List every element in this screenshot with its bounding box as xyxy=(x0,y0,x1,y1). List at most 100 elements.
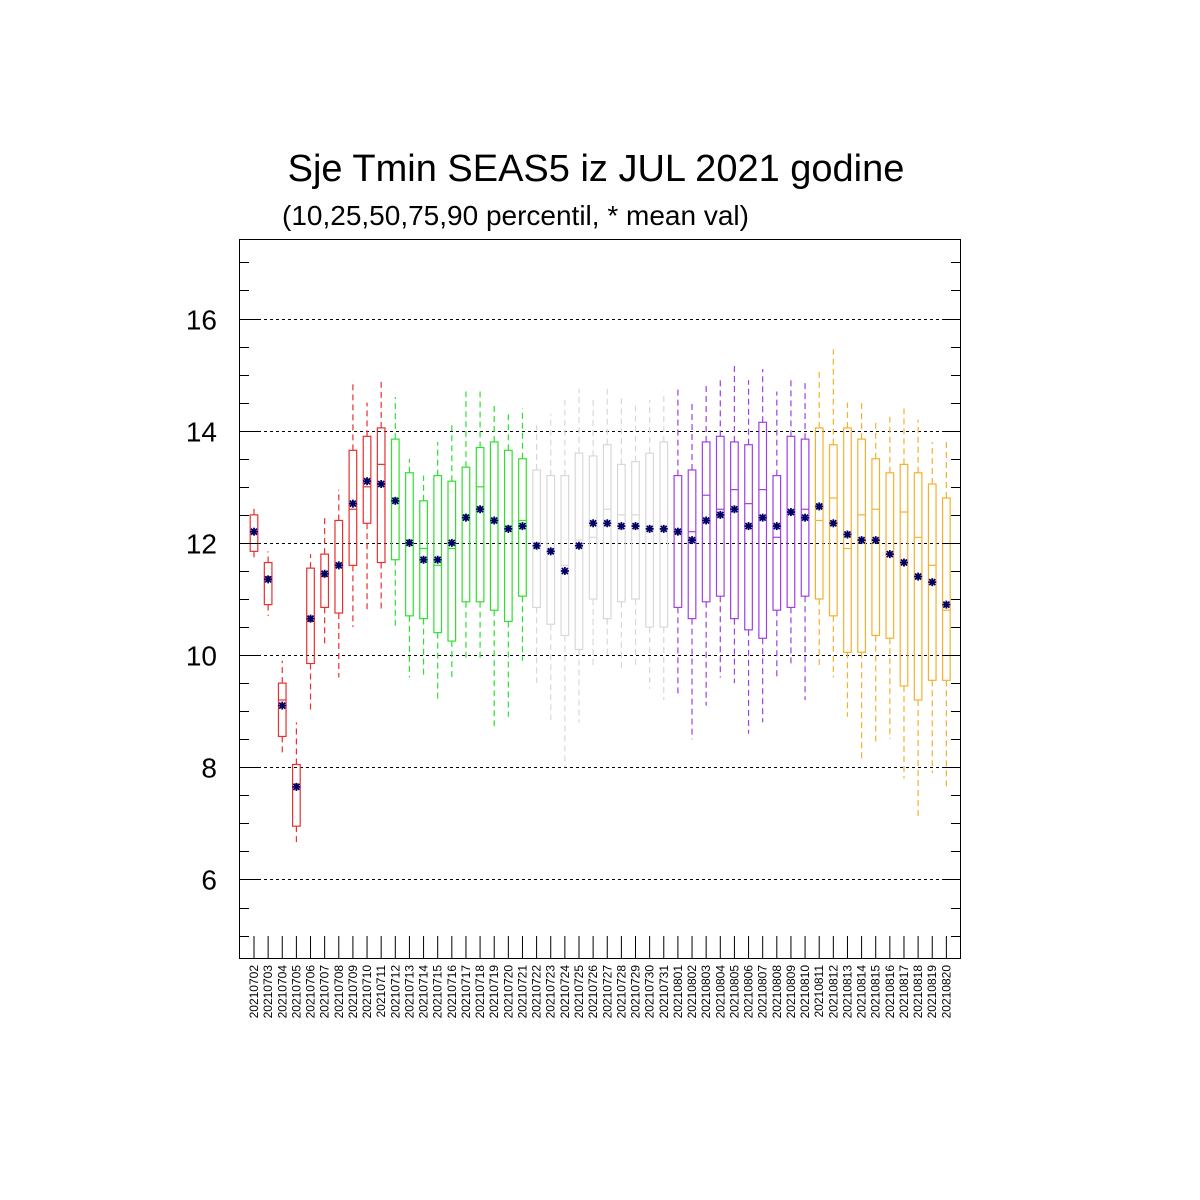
x-tick-label: 20210820 xyxy=(939,965,953,1019)
box-20210713 xyxy=(405,458,414,678)
x-tick-label: 20210718 xyxy=(473,965,487,1019)
mean-marker-20210806 xyxy=(744,522,753,531)
box-20210803 xyxy=(701,383,711,706)
mean-marker-20210715 xyxy=(433,555,442,564)
mean-marker-20210710 xyxy=(363,477,372,486)
box-iqr xyxy=(828,444,838,617)
x-tick-label: 20210728 xyxy=(614,965,628,1019)
x-tick-label: 20210802 xyxy=(685,965,699,1019)
box-20210815 xyxy=(871,419,881,745)
x-tick-label: 20210729 xyxy=(629,965,643,1019)
box-iqr xyxy=(475,446,485,603)
x-tick-label: 20210714 xyxy=(417,965,431,1019)
x-tick-label: 20210722 xyxy=(530,965,544,1019)
x-tick-label: 20210815 xyxy=(869,965,883,1019)
box-20210813 xyxy=(843,402,852,717)
y-tick-label: 12 xyxy=(186,529,217,560)
mean-markers xyxy=(250,477,951,791)
box-iqr xyxy=(334,519,344,614)
box-20210820 xyxy=(941,441,951,790)
box-20210817 xyxy=(899,408,909,779)
x-tick-label: 20210807 xyxy=(756,965,770,1019)
box-iqr xyxy=(461,466,471,603)
x-tick-label: 20210814 xyxy=(855,965,869,1019)
x-tick-label: 20210804 xyxy=(713,965,727,1019)
box-20210814 xyxy=(857,402,866,762)
box-20210707 xyxy=(320,514,330,644)
x-tick-label: 20210816 xyxy=(883,965,897,1019)
mean-marker-20210704 xyxy=(278,701,287,710)
box-iqr xyxy=(744,444,753,631)
box-20210720 xyxy=(503,413,513,717)
mean-marker-20210702 xyxy=(250,527,258,536)
box-iqr xyxy=(871,458,881,637)
y-tick-label: 14 xyxy=(186,417,217,448)
box-iqr xyxy=(376,427,386,564)
mean-marker-20210808 xyxy=(772,522,781,531)
x-tick-label: 20210708 xyxy=(332,965,346,1019)
x-tick-label: 20210712 xyxy=(388,965,402,1019)
box-20210730 xyxy=(645,399,655,689)
x-tick-label: 20210810 xyxy=(798,965,812,1019)
box-20210724 xyxy=(560,399,570,768)
box-iqr xyxy=(758,421,768,639)
box-iqr xyxy=(447,480,457,642)
box-iqr xyxy=(701,441,711,603)
y-tick-label: 6 xyxy=(201,865,217,896)
mean-marker-20210803 xyxy=(702,516,711,525)
mean-marker-20210720 xyxy=(504,524,513,533)
box-iqr xyxy=(602,444,612,620)
box-20210802 xyxy=(687,402,697,740)
box-20210804 xyxy=(715,380,725,678)
box-20210729 xyxy=(631,402,640,667)
mean-marker-20210714 xyxy=(419,555,428,564)
plot-frame xyxy=(239,239,961,959)
x-tick-label: 20210808 xyxy=(770,965,784,1019)
box-iqr xyxy=(899,463,909,687)
chart-title: Sje Tmin SEAS5 iz JUL 2021 godine xyxy=(287,148,905,190)
box-20210819 xyxy=(927,441,937,773)
x-tick-label: 20210727 xyxy=(600,965,614,1019)
x-tick-label: 20210805 xyxy=(727,965,741,1019)
mean-marker-20210807 xyxy=(758,513,767,522)
y-tick-label: 8 xyxy=(201,753,217,784)
mean-marker-20210817 xyxy=(899,558,908,567)
box-20210807 xyxy=(758,369,768,723)
box-iqr xyxy=(941,497,951,681)
x-tick-label: 20210702 xyxy=(247,965,261,1019)
box-iqr xyxy=(687,469,697,620)
box-20210708 xyxy=(334,489,344,678)
mean-marker-20210716 xyxy=(447,538,456,547)
mean-marker-20210804 xyxy=(716,510,725,519)
mean-marker-20210819 xyxy=(928,578,937,587)
x-tick-label: 20210806 xyxy=(742,965,756,1019)
mean-marker-20210707 xyxy=(320,569,329,578)
box-20210801 xyxy=(673,385,683,695)
mean-marker-20210726 xyxy=(589,519,598,528)
x-tick-label: 20210726 xyxy=(586,965,600,1019)
x-tick-label: 20210711 xyxy=(374,965,388,1018)
mean-marker-20210712 xyxy=(391,496,400,505)
box-iqr xyxy=(843,427,852,653)
y-tick-label: 10 xyxy=(186,641,217,672)
y-tick-label: 16 xyxy=(186,305,217,336)
mean-marker-20210706 xyxy=(306,614,315,623)
box-iqr xyxy=(489,441,499,611)
x-tick-label: 20210818 xyxy=(911,965,925,1019)
x-tick-label: 20210724 xyxy=(558,965,572,1019)
box-iqr xyxy=(631,460,640,600)
mean-marker-20210812 xyxy=(829,519,838,528)
mean-marker-20210713 xyxy=(405,538,414,547)
mean-marker-20210815 xyxy=(871,536,880,545)
box-20210818 xyxy=(913,419,923,818)
box-iqr xyxy=(616,463,626,603)
x-tick-label: 20210713 xyxy=(402,965,416,1019)
box-iqr xyxy=(306,567,315,665)
box-20210710 xyxy=(362,402,372,611)
box-iqr xyxy=(291,763,301,827)
mean-marker-20210718 xyxy=(476,505,485,514)
mean-marker-20210709 xyxy=(348,499,357,508)
box-iqr xyxy=(588,455,598,600)
x-tick-label: 20210803 xyxy=(699,965,713,1019)
mean-marker-20210722 xyxy=(532,541,541,550)
